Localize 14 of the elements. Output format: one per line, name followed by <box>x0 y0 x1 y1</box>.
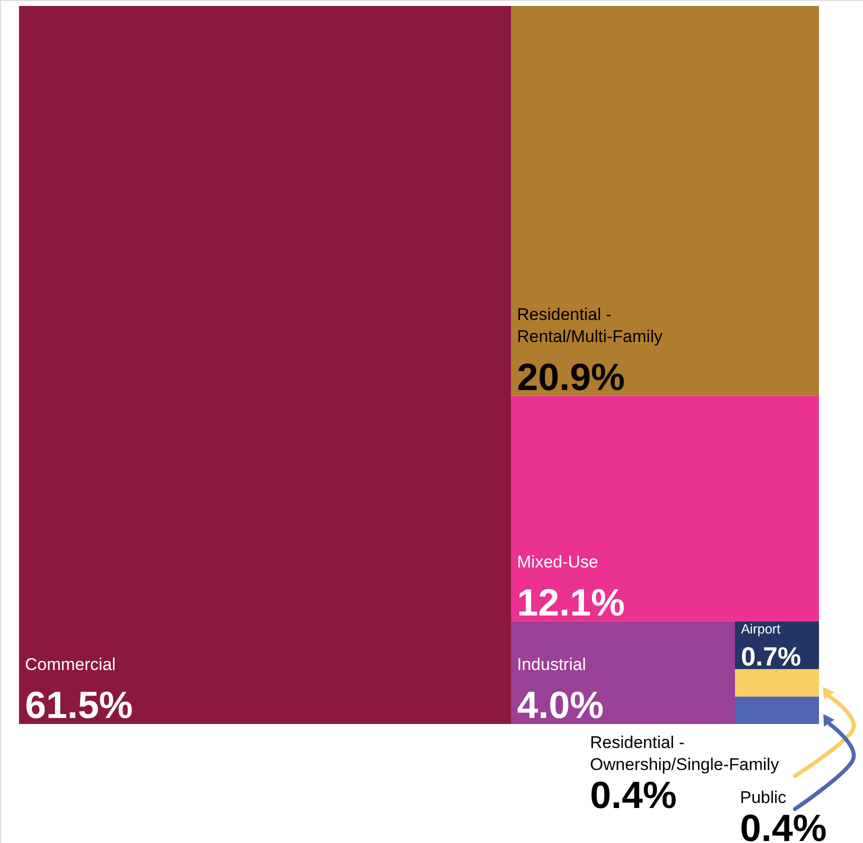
data-label: 20.9% <box>517 356 625 399</box>
category-label: Industrial <box>517 655 586 674</box>
category-label: Mixed-Use <box>517 552 598 572</box>
category-label: Residential - Rental/Multi-Family <box>517 304 663 346</box>
data-label: 4.0% <box>517 685 604 727</box>
data-label: 0.4% <box>590 775 677 817</box>
data-label: 61.5% <box>25 685 133 727</box>
category-label: Residential - Ownership/Single-Family <box>590 733 780 774</box>
data-label: 12.1% <box>517 582 625 624</box>
category-label: Commercial <box>25 655 116 674</box>
category-label: Public <box>740 788 787 807</box>
data-label: 0.4% <box>740 808 827 843</box>
data-label: 0.7% <box>741 641 801 672</box>
category-label: Airport <box>741 621 781 636</box>
